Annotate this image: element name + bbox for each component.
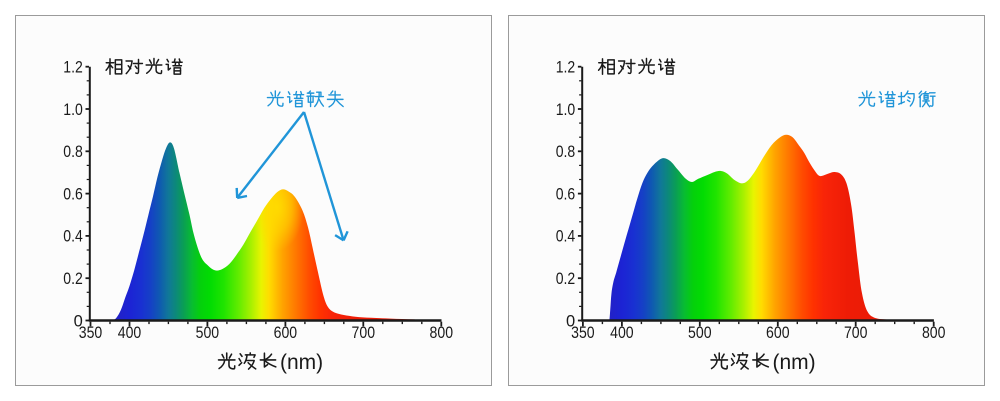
svg-text:0.4: 0.4: [63, 228, 83, 246]
svg-text:400: 400: [610, 324, 634, 342]
svg-text:700: 700: [844, 324, 868, 342]
svg-text:800: 800: [922, 324, 946, 342]
svg-text:350: 350: [79, 324, 103, 342]
svg-text:600: 600: [274, 324, 298, 342]
svg-text:0: 0: [74, 312, 83, 330]
svg-text:0.6: 0.6: [556, 185, 576, 203]
svg-text:0.2: 0.2: [556, 270, 576, 288]
svg-text:1.0: 1.0: [63, 101, 83, 119]
svg-text:1.2: 1.2: [556, 59, 576, 77]
svg-text:0.8: 0.8: [63, 143, 83, 161]
svg-text:0.6: 0.6: [63, 185, 83, 203]
svg-text:500: 500: [196, 324, 220, 342]
svg-text:0.8: 0.8: [556, 143, 576, 161]
svg-text:350: 350: [571, 324, 595, 342]
svg-text:0.2: 0.2: [63, 270, 83, 288]
svg-text:500: 500: [688, 324, 712, 342]
svg-text:1.0: 1.0: [556, 101, 576, 119]
svg-text:0: 0: [566, 312, 575, 330]
svg-text:(nm): (nm): [280, 351, 323, 374]
svg-text:800: 800: [430, 324, 454, 342]
svg-text:1.2: 1.2: [63, 59, 83, 77]
svg-text:0.4: 0.4: [556, 228, 576, 246]
svg-text:(nm): (nm): [773, 351, 816, 374]
svg-text:400: 400: [118, 324, 142, 342]
svg-text:600: 600: [766, 324, 790, 342]
svg-text:700: 700: [352, 324, 376, 342]
